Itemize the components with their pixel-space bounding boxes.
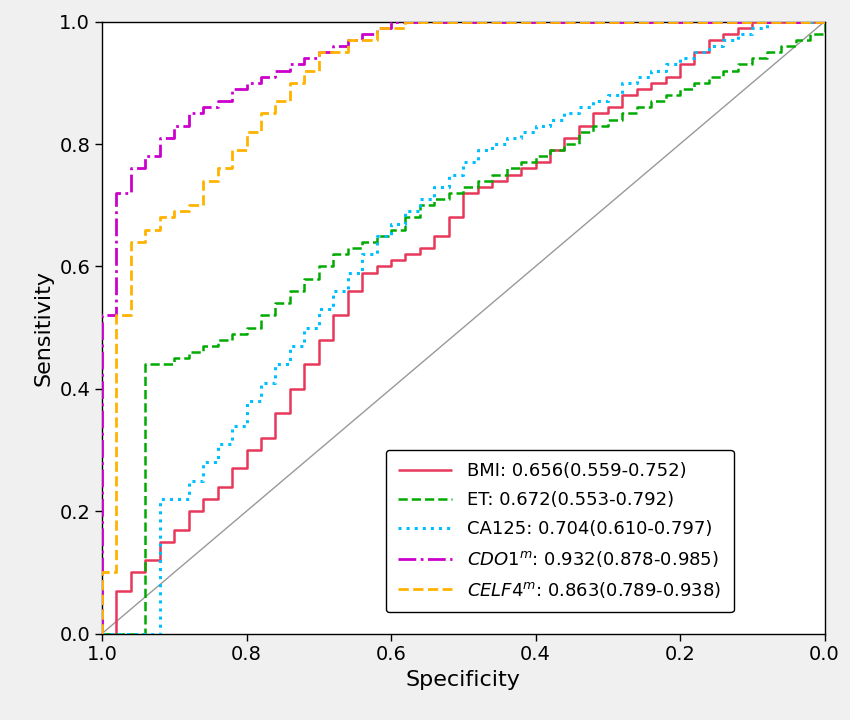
Y-axis label: Sensitivity: Sensitivity	[34, 269, 54, 386]
Legend: BMI: 0.656(0.559-0.752), ET: 0.672(0.553-0.792), CA125: 0.704(0.610-0.797), $\ma: BMI: 0.656(0.559-0.752), ET: 0.672(0.553…	[386, 450, 734, 612]
X-axis label: Specificity: Specificity	[405, 670, 521, 690]
